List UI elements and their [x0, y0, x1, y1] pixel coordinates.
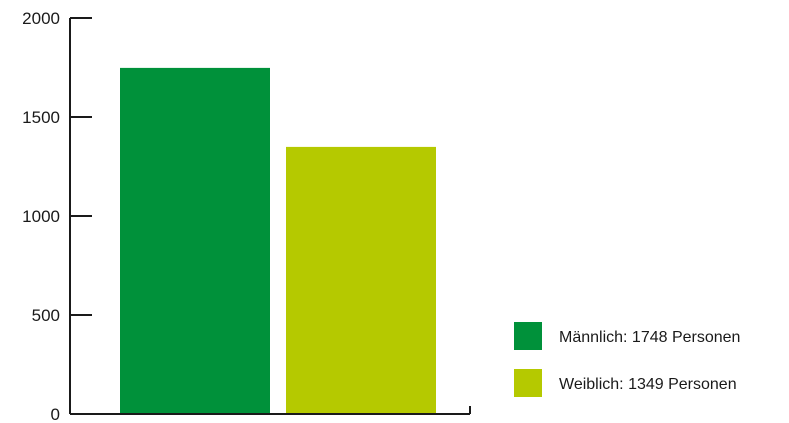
legend-swatch	[514, 369, 542, 397]
legend-label: Männlich: 1748 Personen	[559, 329, 740, 346]
legend-swatch	[514, 322, 542, 350]
bars	[120, 67, 436, 415]
y-axis-ticks: 0 500 1000 1500 2000	[22, 9, 92, 423]
legend-label: Weiblich: 1349 Personen	[559, 376, 737, 393]
y-tick-label: 500	[32, 306, 60, 325]
y-tick-label: 2000	[22, 9, 60, 28]
bar-weiblich	[286, 146, 436, 414]
y-tick-label: 1500	[22, 108, 60, 127]
bar-mnnlich	[120, 67, 270, 415]
legend: Männlich: 1748 Personen Weiblich: 1349 Pe…	[514, 322, 740, 397]
y-tick-label: 0	[51, 405, 60, 423]
y-tick-label: 1000	[22, 207, 60, 226]
